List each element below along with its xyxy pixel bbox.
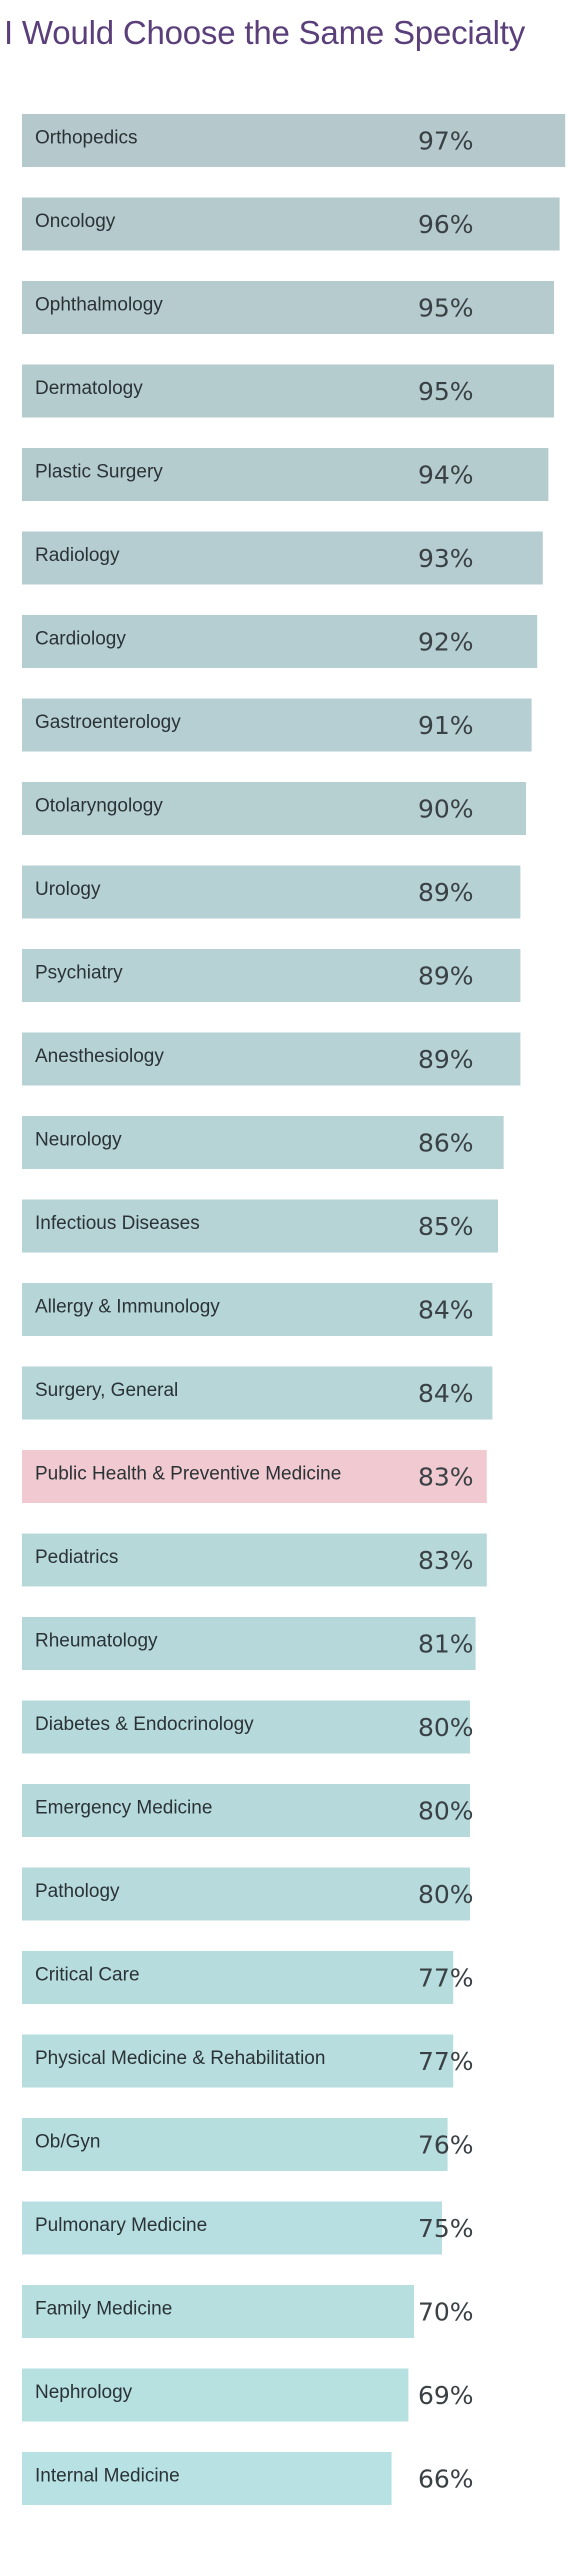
bar-2: [22, 281, 554, 334]
category-label: Emergency Medicine: [35, 1798, 212, 1819]
value-label: 70%: [418, 2298, 474, 2327]
value-label: 93%: [418, 544, 474, 573]
value-label: 69%: [418, 2381, 474, 2410]
value-label: 84%: [418, 1296, 474, 1325]
category-label: Cardiology: [35, 629, 126, 650]
value-label: 77%: [418, 1964, 474, 1993]
category-label: Family Medicine: [35, 2299, 172, 2320]
bar-10: [22, 949, 521, 1002]
chart-title: I Would Choose the Same Specialty: [4, 14, 526, 51]
bar-24: [22, 2118, 448, 2171]
bar-9: [22, 865, 521, 919]
bar-6: [22, 615, 538, 668]
value-label: 92%: [418, 628, 474, 657]
bar-5: [22, 531, 543, 585]
bar-17: [22, 1533, 487, 1587]
value-label: 83%: [418, 1463, 474, 1492]
category-label: Oncology: [35, 211, 116, 232]
value-label: 89%: [418, 962, 474, 991]
value-label: 90%: [418, 795, 474, 824]
bar-11: [22, 1032, 521, 1086]
category-label: Rheumatology: [35, 1631, 158, 1652]
value-label: 97%: [418, 127, 474, 156]
bar-1: [22, 197, 560, 251]
category-label: Surgery, General: [35, 1380, 178, 1401]
category-label: Infectious Diseases: [35, 1213, 200, 1234]
value-label: 91%: [418, 711, 474, 740]
category-label: Public Health & Preventive Medicine: [35, 1464, 341, 1485]
category-label: Ob/Gyn: [35, 2132, 100, 2153]
value-label: 76%: [418, 2131, 474, 2160]
bar-0: [22, 114, 566, 167]
category-label: Urology: [35, 879, 101, 900]
category-label: Allergy & Immunology: [35, 1297, 220, 1318]
category-label: Critical Care: [35, 1965, 140, 1986]
bar-16: [22, 1450, 487, 1503]
value-label: 94%: [418, 461, 474, 490]
bar-12: [22, 1116, 504, 1169]
bar-8: [22, 782, 526, 835]
value-label: 83%: [418, 1546, 474, 1575]
category-label: Gastroenterology: [35, 712, 181, 733]
value-label: 80%: [418, 1880, 474, 1909]
value-label: 86%: [418, 1129, 474, 1158]
category-label: Pediatrics: [35, 1547, 118, 1568]
bar-28: [22, 2452, 392, 2505]
category-label: Neurology: [35, 1130, 122, 1151]
category-label: Internal Medicine: [35, 2466, 180, 2487]
value-label: 89%: [418, 1045, 474, 1074]
value-label: 66%: [418, 2465, 474, 2494]
bar-19: [22, 1700, 470, 1754]
category-label: Plastic Surgery: [35, 462, 163, 483]
category-label: Dermatology: [35, 378, 143, 399]
value-label: 95%: [418, 377, 474, 406]
bar-15: [22, 1366, 493, 1420]
bar-27: [22, 2368, 409, 2422]
bar-23: [22, 2034, 454, 2088]
value-label: 84%: [418, 1379, 474, 1408]
bar-7: [22, 698, 532, 752]
value-label: 80%: [418, 1713, 474, 1742]
value-label: 95%: [418, 294, 474, 323]
category-label: Otolaryngology: [35, 796, 163, 817]
bar-20: [22, 1784, 470, 1837]
category-label: Anesthesiology: [35, 1046, 164, 1067]
category-label: Radiology: [35, 545, 120, 566]
bar-21: [22, 1867, 470, 1921]
value-label: 77%: [418, 2047, 474, 2076]
bar-22: [22, 1951, 454, 2004]
category-label: Orthopedics: [35, 128, 137, 149]
category-label: Psychiatry: [35, 963, 123, 984]
category-label: Ophthalmology: [35, 295, 163, 316]
value-label: 89%: [418, 878, 474, 907]
category-label: Nephrology: [35, 2382, 133, 2403]
bar-4: [22, 448, 549, 501]
category-label: Pathology: [35, 1881, 120, 1902]
value-label: 85%: [418, 1212, 474, 1241]
category-label: Physical Medicine & Rehabilitation: [35, 2048, 325, 2069]
bar-26: [22, 2285, 414, 2338]
value-label: 75%: [418, 2214, 474, 2243]
bar-25: [22, 2201, 442, 2255]
bar-3: [22, 364, 554, 418]
value-label: 80%: [418, 1797, 474, 1826]
bar-14: [22, 1283, 493, 1336]
bar-13: [22, 1199, 498, 1253]
value-label: 96%: [418, 210, 474, 239]
bar-18: [22, 1617, 476, 1670]
value-label: 81%: [418, 1630, 474, 1659]
category-label: Diabetes & Endocrinology: [35, 1714, 254, 1735]
category-label: Pulmonary Medicine: [35, 2215, 207, 2236]
